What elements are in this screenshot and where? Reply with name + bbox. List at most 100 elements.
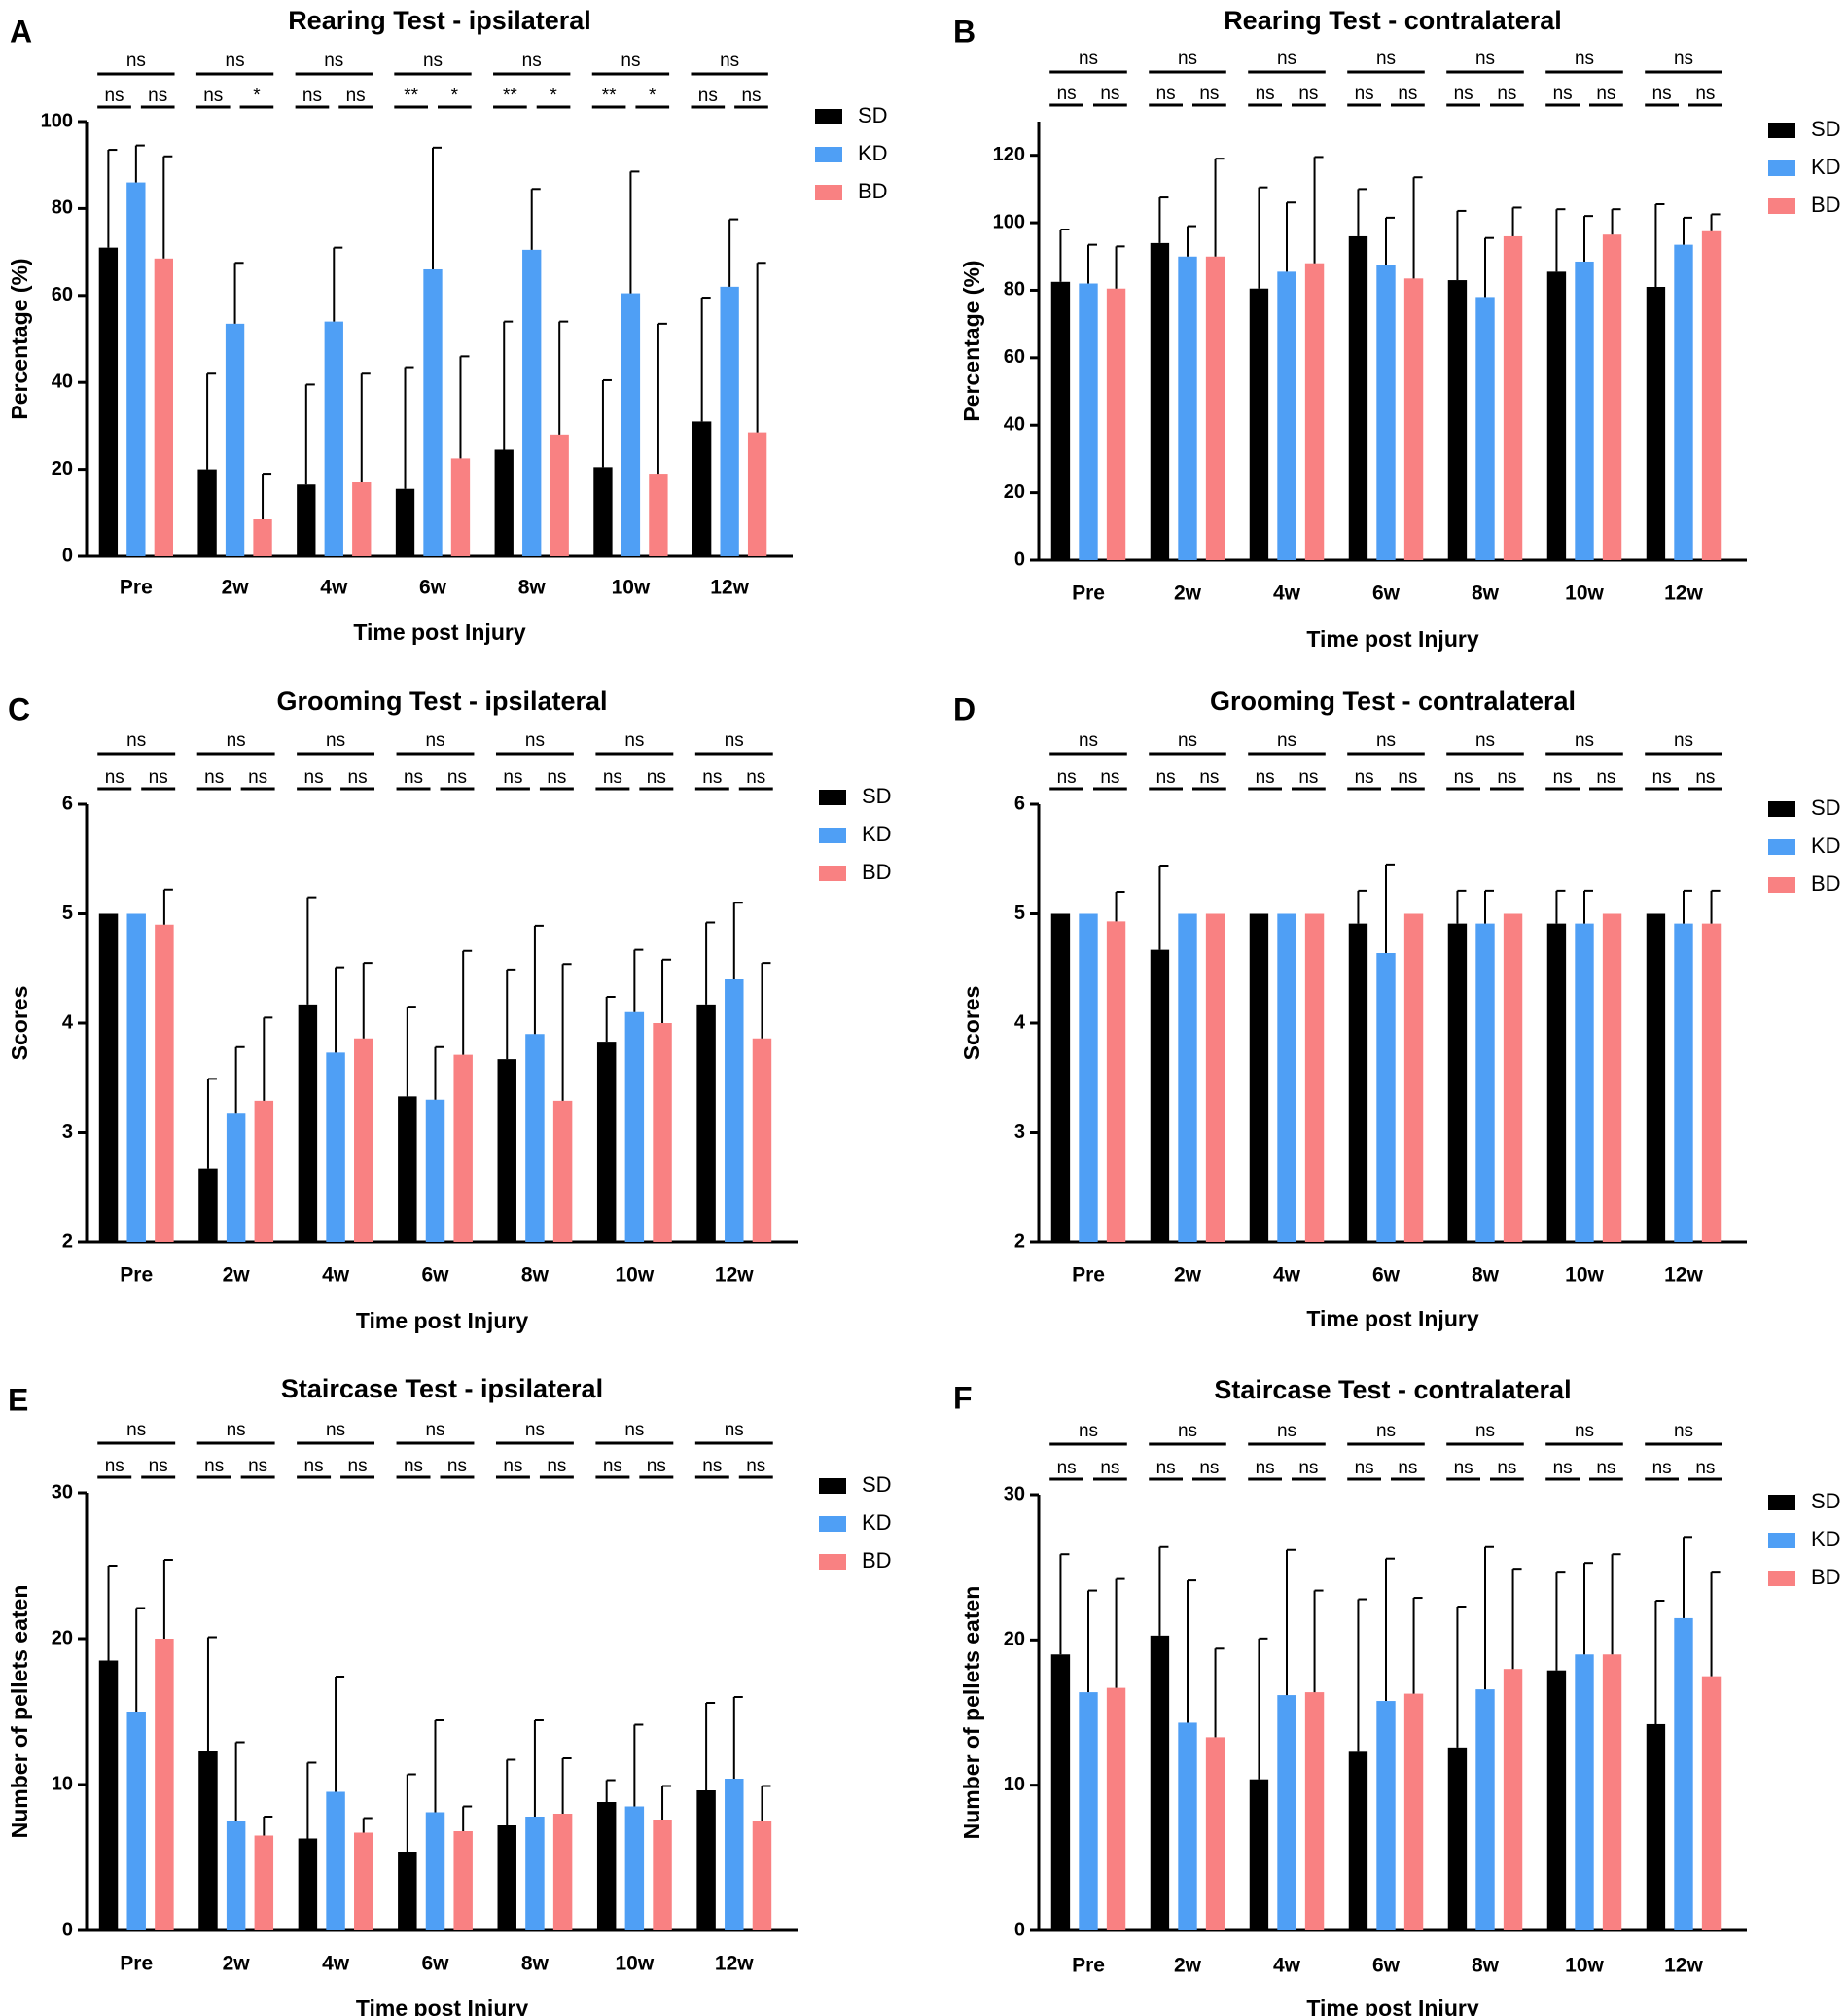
legend-label-BD: BD	[862, 1548, 892, 1573]
bar-SD	[98, 247, 119, 556]
significance-label: ns	[1199, 767, 1219, 788]
bar-SD	[1348, 235, 1368, 560]
y-tick-label: 6	[62, 793, 73, 814]
legend-label-KD: KD	[862, 822, 892, 846]
bar-SD	[1050, 913, 1071, 1242]
x-tick-label: Pre	[120, 577, 153, 599]
bar-BD	[752, 1038, 772, 1242]
significance-label: ns	[126, 1420, 146, 1440]
x-tick-label: 12w	[1664, 1955, 1703, 1977]
bar-KD	[324, 321, 343, 556]
significance-label: ns	[1674, 1421, 1693, 1441]
bar-KD	[225, 323, 245, 556]
legend-label-KD: KD	[858, 141, 888, 165]
bar-SD	[692, 421, 712, 556]
legend-swatch-SD	[1768, 801, 1795, 817]
significance-label: ns	[621, 51, 640, 71]
bar-BD	[550, 434, 569, 556]
legend-swatch-BD	[1768, 1571, 1795, 1586]
x-axis-label: Time post Injury	[1306, 1306, 1478, 1331]
panel-letter: F	[953, 1380, 973, 1415]
bar-KD	[1178, 1722, 1197, 1930]
bar-KD	[1079, 1692, 1098, 1930]
bar-SD	[298, 1838, 318, 1930]
significance-label: ns	[1652, 84, 1672, 104]
significance-label: ns	[227, 730, 246, 751]
significance-label: ns	[1298, 84, 1318, 104]
bar-SD	[1050, 281, 1071, 560]
significance-label: **	[503, 86, 517, 106]
significance-label: ns	[348, 1456, 368, 1476]
legend-swatch-BD	[819, 1554, 846, 1570]
x-tick-label: 12w	[710, 577, 749, 599]
significance-label: ns	[1652, 767, 1672, 788]
legend-swatch-KD	[815, 147, 842, 162]
x-tick-label: 4w	[322, 1953, 350, 1975]
legend-swatch-KD	[819, 1516, 846, 1532]
chart-panel-A: A Rearing Test - ipsilateral 0 20 40 60 80 100 P…	[7, 6, 887, 645]
bar-BD	[1403, 913, 1424, 1242]
bar-KD	[1277, 1695, 1296, 1930]
significance-label: ns	[1695, 767, 1715, 788]
bar-SD	[1150, 949, 1170, 1242]
bar-KD	[126, 1712, 146, 1930]
legend-label-KD: KD	[1811, 1527, 1841, 1551]
significance-label: ns	[1475, 1421, 1495, 1441]
bar-KD	[1376, 953, 1396, 1242]
bar-BD	[649, 474, 668, 556]
significance-label: ns	[1652, 1458, 1672, 1478]
panel-letter: E	[8, 1382, 28, 1417]
legend-label-SD: SD	[1811, 117, 1841, 141]
significance-label: ns	[746, 1456, 765, 1476]
legend-swatch-KD	[819, 828, 846, 843]
x-tick-label: 6w	[419, 577, 447, 599]
significance-label: ns	[1079, 1421, 1098, 1441]
x-tick-label: 6w	[1372, 1955, 1401, 1977]
legend-swatch-KD	[1768, 839, 1795, 855]
chart-title: Rearing Test - contralateral	[1224, 6, 1562, 35]
y-axis-label: Scores	[7, 986, 32, 1061]
x-tick-label: 2w	[223, 1953, 251, 1975]
bar-KD	[1079, 913, 1098, 1242]
x-tick-label: Pre	[1072, 1955, 1105, 1977]
significance-label: ns	[1256, 767, 1275, 788]
bar-KD	[423, 268, 443, 556]
x-tick-label: 4w	[1273, 1264, 1301, 1287]
significance-label: ns	[1553, 1458, 1573, 1478]
bar-KD	[1376, 1701, 1396, 1930]
y-tick-label: 20	[1004, 481, 1025, 503]
significance-label: ns	[346, 86, 366, 106]
bar-SD	[497, 1825, 516, 1930]
significance-label: ns	[227, 1420, 246, 1440]
bar-SD	[596, 1802, 617, 1930]
x-tick-label: Pre	[120, 1953, 153, 1975]
x-tick-label: 10w	[1565, 1955, 1604, 1977]
significance-label: ns	[203, 86, 223, 106]
significance-label: ns	[1376, 730, 1396, 751]
bar-BD	[1205, 913, 1225, 1242]
bar-BD	[752, 1821, 772, 1930]
significance-label: ns	[105, 1456, 124, 1476]
bar-SD	[1249, 288, 1269, 560]
bar-SD	[696, 1790, 716, 1930]
bar-KD	[725, 979, 744, 1242]
bar-KD	[425, 1812, 445, 1930]
significance-label: ns	[1178, 1421, 1197, 1441]
significance-label: ns	[1575, 49, 1594, 69]
significance-label: ns	[1398, 84, 1417, 104]
chart-panel-B: B Rearing Test - contralateral 0 20 40 60 80 10…	[953, 6, 1841, 652]
significance-label: ns	[1695, 84, 1715, 104]
significance-label: ns	[698, 86, 718, 106]
bar-KD	[126, 182, 146, 556]
bar-BD	[1205, 1737, 1225, 1930]
x-tick-label: 6w	[1372, 1264, 1401, 1287]
significance-label: *	[550, 86, 557, 106]
y-tick-label: 4	[62, 1011, 74, 1033]
x-tick-label: 10w	[1565, 583, 1604, 605]
bar-KD	[621, 293, 641, 556]
bar-BD	[1403, 1693, 1424, 1930]
bar-BD	[354, 1038, 373, 1242]
significance-label: ns	[1454, 1458, 1473, 1478]
significance-label: ns	[1298, 767, 1318, 788]
significance-label: ns	[126, 51, 146, 71]
